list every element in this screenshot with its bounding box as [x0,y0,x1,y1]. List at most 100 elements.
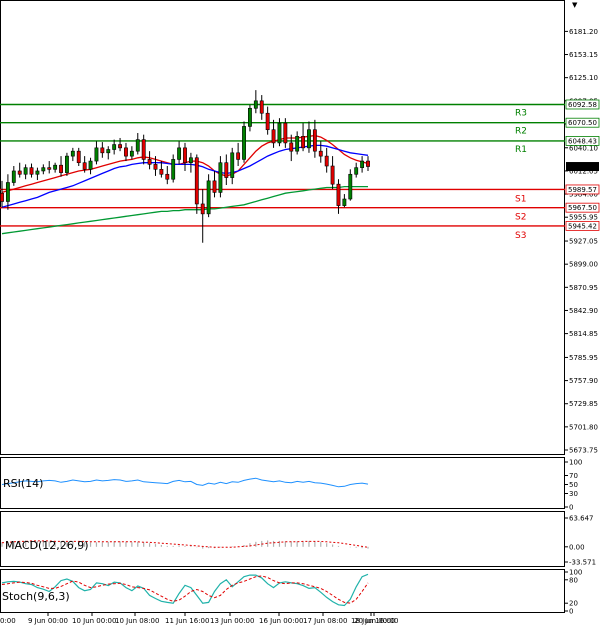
candle-body [106,149,111,154]
level-value-r1: 6048.43 [568,137,597,145]
stoch-panel-frame [0,569,565,613]
macd-signal-line [1,540,369,548]
candle-body [218,162,223,193]
candle-body [165,173,170,180]
level-badge-r2 [565,117,600,128]
stoch-label: Stoch(9,6,3) [2,590,70,603]
indicator-tick-label: 0.00 [569,543,585,551]
rsi-panel-frame [0,457,565,509]
candle-body [342,198,347,206]
candle-body [283,122,288,144]
candle-body [360,160,365,168]
candle-body [206,180,211,215]
current-price-badge [566,162,599,172]
y-tick-label: 6153.15 [569,51,598,59]
candle-body [141,139,146,160]
candle-body [318,150,323,157]
moving-average-ma-slow [1,185,368,235]
candle-body [336,183,341,206]
x-tick-label: 0:00 [0,617,16,625]
level-value-r3: 6092.58 [568,101,597,109]
indicator-tick-label: 70 [569,472,578,480]
candle-body [348,173,353,200]
indicator-tick-label: -33.571 [569,559,596,567]
x-tick-label: 18 Jun 16:00 [351,617,395,625]
level-name-r3: R3 [515,108,527,118]
rsi-line [1,477,369,488]
candle-body [171,159,176,180]
level-name-r1: R1 [515,145,527,155]
candle-body [265,112,270,131]
candle-body [194,157,199,205]
candle-body [248,107,252,127]
candle-body [354,167,359,175]
y-tick-label: 5729.85 [569,400,598,408]
stoch-k-line [1,573,369,607]
y-tick-label: 5984.00 [569,191,598,199]
candle-body [65,155,69,173]
candle-body [17,170,22,175]
level-badge-s3 [565,220,600,231]
rsi-label: RSI(14) [3,477,43,490]
macd-panel: 63.647 0.00 -33.571 MACD(12,26,9) [1,515,596,567]
candle-body [188,157,193,164]
candle-body [224,162,229,178]
candle-body [177,147,182,160]
level-name-s1: S1 [515,194,526,204]
candle-body [183,147,187,164]
level-badge-r1 [565,136,600,146]
candle-body [53,164,58,170]
y-tick-label: 5673.75 [569,447,598,455]
candle-body [5,182,10,202]
candle-body [312,129,317,152]
candle-body [253,100,258,109]
y-tick-label: 5701.80 [569,423,598,431]
candle-body [59,164,63,173]
candle-body [307,129,311,149]
main-panel-frame [0,0,565,455]
candle-body [147,159,152,165]
x-tick-label: 10 Jun 08:00 [115,617,159,625]
candle-body [23,167,28,175]
level-value-s2: 5967.50 [568,204,597,212]
x-tick-label: 20 Jun 00:00 [354,617,398,625]
indicator-tick-label: 20 [569,600,578,608]
candle-body [70,150,75,157]
corner-marker: ▼ [572,1,578,9]
candle-body [112,144,117,150]
candle-body [47,167,52,170]
candle-body [242,126,246,160]
candle-body [76,150,81,164]
level-name-s2: S2 [515,213,526,223]
candle-body [230,152,235,178]
candle-body [271,129,276,144]
indicator-tick-label: 0 [569,608,573,616]
y-tick-label: 5870.95 [569,284,598,292]
candle-body [0,192,4,202]
candle-body [41,167,46,172]
y-tick-label: 5785.95 [569,354,598,362]
candle-body [11,170,16,183]
y-tick-label: 6040.10 [569,144,598,152]
y-tick-label: 5899.00 [569,261,598,269]
indicator-tick-label: 63.647 [569,515,594,523]
candle-body [29,167,34,175]
x-tick-label: 9 Jun 00:00 [28,617,68,625]
level-badge-r3 [565,99,600,110]
level-value-s1: 5989.57 [568,186,597,194]
candle-body [100,147,105,154]
candle-body [295,136,300,152]
y-tick-label: 6012.05 [569,167,598,175]
indicator-tick-label: 0 [569,504,573,512]
candle-body [259,100,264,114]
level-badge-s2 [565,202,600,213]
main-price-panel: 6181.206153.156125.106097.056069.006040.… [0,28,600,455]
macd-panel-frame [0,511,565,567]
candle-body [124,147,128,157]
candle-body [94,147,99,162]
indicator-tick-label: 100 [569,459,582,467]
candle-body [324,155,329,167]
candle-body [153,164,158,170]
